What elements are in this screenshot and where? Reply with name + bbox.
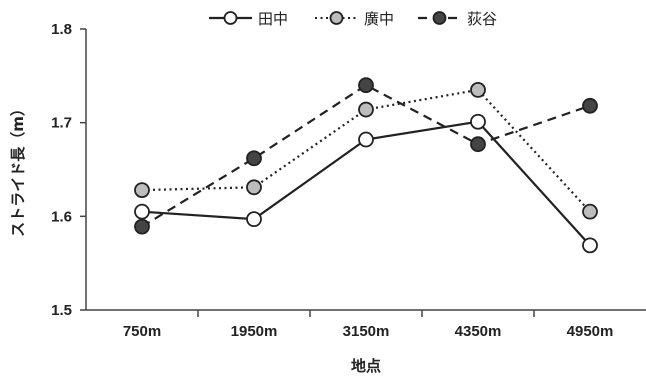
series-2-point <box>246 150 262 167</box>
series-0-point <box>358 131 374 148</box>
x-tick-label: 4950m <box>567 323 614 340</box>
series-2-point <box>358 77 374 94</box>
y-tick-label: 1.6 <box>51 208 72 225</box>
x-axis-title: 地点 <box>351 357 381 375</box>
legend-label-1: 廣中 <box>364 10 394 28</box>
y-tick-label: 1.5 <box>51 302 72 319</box>
legend: 田中 廣中 荻谷 <box>209 10 497 28</box>
series-0-point <box>246 211 262 228</box>
legend-marker-0 <box>223 11 238 25</box>
axes <box>85 29 646 311</box>
legend-item-2: 荻谷 <box>418 10 497 28</box>
series-0-point <box>470 113 486 130</box>
series-0-point <box>582 237 598 254</box>
y-ticks: 1.5 1.6 1.7 1.8 <box>51 21 86 319</box>
x-ticks: 750m 1950m 3150m 4350m 4950m <box>123 310 614 340</box>
y-axis-title: ストライド長（m） <box>9 101 27 237</box>
x-tick-label: 4350m <box>455 323 502 340</box>
legend-marker-2 <box>432 11 447 25</box>
legend-item-1: 廣中 <box>315 10 394 28</box>
legend-label-2: 荻谷 <box>467 10 497 28</box>
legend-label-0: 田中 <box>258 10 288 28</box>
series-1 <box>134 81 598 220</box>
legend-item-0: 田中 <box>209 10 288 28</box>
y-tick-label: 1.8 <box>51 21 72 38</box>
x-tick-label: 750m <box>123 323 161 340</box>
series-2 <box>134 77 598 235</box>
series-0 <box>134 113 598 254</box>
series-0-point <box>134 203 150 220</box>
series-2-point <box>470 136 486 153</box>
x-tick-label: 1950m <box>231 323 278 340</box>
series-2-point <box>134 218 150 235</box>
series-layer <box>134 77 598 254</box>
series-1-point <box>358 101 374 118</box>
x-tick-label: 3150m <box>343 323 390 340</box>
series-1-point <box>134 182 150 199</box>
series-2-point <box>582 97 598 114</box>
y-tick-label: 1.7 <box>51 115 72 132</box>
legend-marker-1 <box>329 11 344 25</box>
series-1-point <box>582 203 598 220</box>
series-1-point <box>470 81 486 98</box>
series-1-point <box>246 179 262 196</box>
